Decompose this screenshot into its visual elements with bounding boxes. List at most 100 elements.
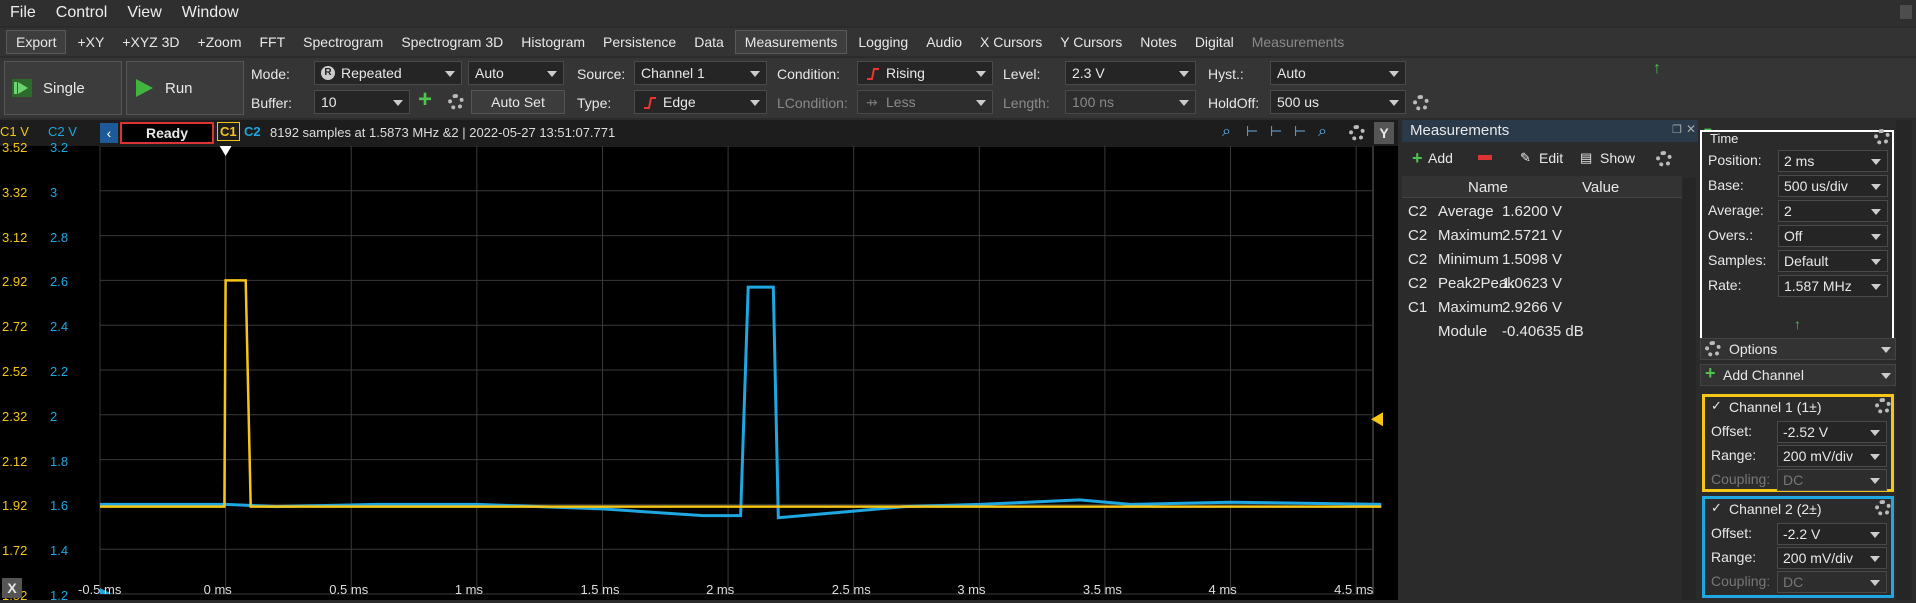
single-button[interactable]: Single	[4, 61, 122, 115]
holdoff-gear-icon[interactable]	[1413, 95, 1429, 111]
oscilloscope-plot[interactable]: C1 V C2 V ‹ Ready C1 C2 8192 samples at …	[0, 120, 1398, 603]
overs-select[interactable]: Off	[1778, 225, 1888, 247]
holdoff-input[interactable]: 500 us	[1270, 90, 1406, 114]
show-icon[interactable]: ▤	[1580, 150, 1593, 165]
measurement-row[interactable]: C2 Peak2Peak 1.0623 V	[1402, 272, 1682, 296]
type-select[interactable]: Edge	[634, 90, 767, 114]
edit-icon[interactable]: ✎	[1520, 150, 1531, 165]
tb-data[interactable]: Data	[694, 34, 724, 50]
measurement-value: -0.40635 dB	[1502, 323, 1584, 340]
ch2-offset-input[interactable]: -2.2 V	[1777, 523, 1887, 545]
add-channel-button[interactable]: + Add Channel	[1700, 363, 1896, 386]
gear-icon[interactable]	[448, 94, 464, 110]
pan-x-icon[interactable]: ⊢	[1294, 123, 1307, 139]
tb-x-cursors[interactable]: X Cursors	[980, 34, 1043, 50]
ch2-offset-label: Offset:	[1711, 525, 1752, 541]
zoom-out-x-icon[interactable]: ⊢	[1270, 123, 1283, 139]
channel2-gear-icon[interactable]	[1875, 500, 1891, 516]
tb-spectrogram3d[interactable]: Spectrogram 3D	[401, 34, 504, 50]
measurement-row[interactable]: C2 Average 1.6200 V	[1402, 200, 1682, 224]
edit-button[interactable]: Edit	[1539, 150, 1564, 166]
tb-zoom[interactable]: +Zoom	[197, 34, 242, 50]
ch1-offset-input[interactable]: -2.52 V	[1777, 421, 1887, 443]
measurement-row[interactable]: C1 Maximum 2.9266 V	[1402, 296, 1682, 320]
float-icon[interactable]: ❐	[1672, 124, 1682, 136]
measurement-row[interactable]: Module -0.40635 dB	[1402, 320, 1682, 344]
position-input[interactable]: 2 ms	[1778, 150, 1888, 172]
channel2-check-icon[interactable]: ✓	[1711, 500, 1722, 515]
window-restore-icon[interactable]	[1900, 5, 1912, 19]
tb-notes[interactable]: Notes	[1140, 34, 1177, 50]
c1-tag[interactable]: C1	[217, 122, 240, 141]
buffer-input[interactable]: 10	[314, 90, 410, 114]
average-input[interactable]: 2	[1778, 200, 1888, 222]
add-measurement-button[interactable]: Add	[1428, 150, 1453, 166]
measurements-gear-icon[interactable]	[1656, 151, 1672, 167]
hyst-value: Auto	[1277, 65, 1306, 81]
time-gear-icon[interactable]	[1874, 129, 1890, 145]
ch1-range-input[interactable]: 200 mV/div	[1777, 445, 1887, 467]
auto-select[interactable]: Auto	[468, 61, 564, 85]
base-input[interactable]: 500 us/div	[1778, 175, 1888, 197]
tb-measurements[interactable]: Measurements	[734, 30, 848, 54]
zoom-icon[interactable]: ⌕	[1222, 123, 1231, 140]
collapse-icon[interactable]: –	[1704, 120, 1712, 136]
measurement-ch: C2	[1408, 227, 1428, 244]
export-button[interactable]: Export	[6, 30, 67, 54]
condition-select[interactable]: Rising	[857, 61, 993, 85]
rate-arrow-icon[interactable]: ↑	[1794, 316, 1801, 332]
measurement-row[interactable]: C2 Minimum 1.5098 V	[1402, 248, 1682, 272]
mode-select[interactable]: R Repeated	[314, 61, 462, 85]
chevron-left-icon[interactable]: ‹	[100, 123, 118, 143]
menu-control[interactable]: Control	[55, 4, 108, 21]
settings-scrollbar[interactable]	[1896, 120, 1912, 600]
source-select[interactable]: Channel 1	[634, 61, 767, 85]
measurement-ch: C2	[1408, 275, 1428, 292]
zoom-fit-icon[interactable]: ⌕	[1318, 123, 1327, 140]
tb-xyz3d[interactable]: +XYZ 3D	[122, 34, 180, 50]
zoom-in-x-icon[interactable]: ⊢	[1246, 123, 1259, 139]
measurement-row[interactable]: C2 Maximum 2.5721 V	[1402, 224, 1682, 248]
y-toggle-button[interactable]: Y	[1374, 122, 1394, 144]
tb-fft[interactable]: FFT	[259, 34, 286, 50]
tb-audio[interactable]: Audio	[926, 34, 963, 50]
c1-tick-label: 3.12	[2, 229, 28, 245]
arrow-up-icon[interactable]: ↑	[1653, 60, 1661, 77]
position-value: 2 ms	[1784, 153, 1815, 169]
show-button[interactable]: Show	[1600, 150, 1636, 166]
ch2-coupling-label: Coupling:	[1711, 573, 1771, 589]
x-toggle-button[interactable]: X	[2, 578, 22, 598]
c2-tag[interactable]: C2	[244, 124, 261, 139]
add-icon[interactable]: +	[418, 86, 433, 113]
scope-gear-icon[interactable]	[1349, 125, 1365, 141]
options-button[interactable]: Options	[1700, 338, 1896, 360]
measurements-scrollbar[interactable]	[1682, 178, 1696, 600]
tb-spectrogram[interactable]: Spectrogram	[303, 34, 384, 50]
tb-histogram[interactable]: Histogram	[521, 34, 586, 50]
tb-xy[interactable]: +XY	[77, 34, 105, 50]
length-value: 100 ns	[1072, 94, 1115, 110]
edge-icon	[644, 97, 656, 109]
samples-select[interactable]: Default	[1778, 250, 1888, 272]
tb-persistence[interactable]: Persistence	[603, 34, 677, 50]
channel1-check-icon[interactable]: ✓	[1711, 398, 1722, 413]
menu-view[interactable]: View	[127, 4, 162, 21]
measurement-value: 1.5098 V	[1502, 251, 1563, 268]
plot-canvas[interactable]	[0, 146, 1398, 600]
settings-panel: – Time Position: 2 ms Base: 500 us/div A…	[1698, 120, 1916, 600]
close-icon[interactable]: ✕	[1686, 122, 1697, 136]
tb-y-cursors[interactable]: Y Cursors	[1060, 34, 1123, 50]
add-measurement-icon[interactable]: +	[1412, 148, 1423, 168]
rate-input[interactable]: 1.587 MHz	[1778, 275, 1888, 297]
tb-digital[interactable]: Digital	[1194, 34, 1234, 50]
run-button[interactable]: Run	[126, 61, 244, 115]
remove-icon[interactable]	[1478, 155, 1492, 160]
autoset-button[interactable]: Auto Set	[471, 90, 565, 114]
menu-window[interactable]: Window	[181, 4, 239, 21]
level-input[interactable]: 2.3 V	[1065, 61, 1196, 85]
channel1-gear-icon[interactable]	[1875, 398, 1891, 414]
menu-file[interactable]: File	[10, 4, 36, 21]
tb-logging[interactable]: Logging	[858, 34, 909, 50]
ch2-range-input[interactable]: 200 mV/div	[1777, 547, 1887, 569]
hyst-input[interactable]: Auto	[1270, 61, 1406, 85]
